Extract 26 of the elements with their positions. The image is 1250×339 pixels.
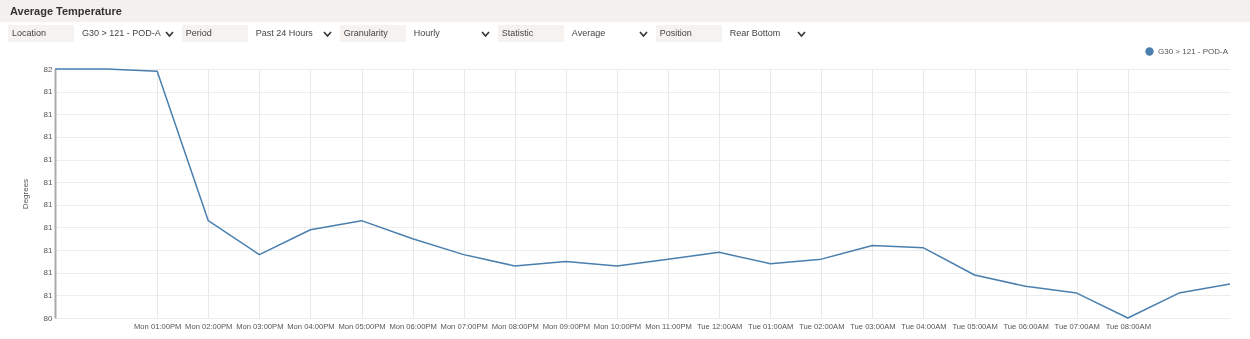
text: Statistic <box>501 28 534 38</box>
y-tick-label: 81 <box>43 200 54 210</box>
y-tick-label: 80 <box>43 313 54 323</box>
y-tick-label: 81 <box>43 155 54 165</box>
text: Past 24 Hours <box>255 27 313 40</box>
y-tick-label: 81 <box>43 177 54 187</box>
y-tick-label: 81 <box>43 87 54 97</box>
y-tick-label: 81 <box>43 268 54 278</box>
text: Location <box>12 28 47 38</box>
y-tick-label: 81 <box>43 109 54 119</box>
line-series <box>54 68 1231 319</box>
y-axis-title: Degrees <box>20 178 30 210</box>
text: Rear Bottom <box>729 27 781 40</box>
legend-label: G30 > 121 - POD-A <box>1158 46 1229 56</box>
chart-title: Average Temperature <box>0 0 1250 22</box>
y-tick-label: 82 <box>43 64 54 74</box>
text: G30 > 121 - POD-A <box>82 27 161 40</box>
text: Position <box>659 28 692 38</box>
y-tick-label: 81 <box>43 222 54 232</box>
y-tick-label: 81 <box>43 290 54 300</box>
y-tick-label: 81 <box>43 245 54 255</box>
y-tick-label: 81 <box>43 132 54 142</box>
text: Average <box>571 27 606 40</box>
text: Period <box>185 28 212 38</box>
text: Granularity <box>343 28 388 38</box>
text: Hourly <box>413 27 440 40</box>
